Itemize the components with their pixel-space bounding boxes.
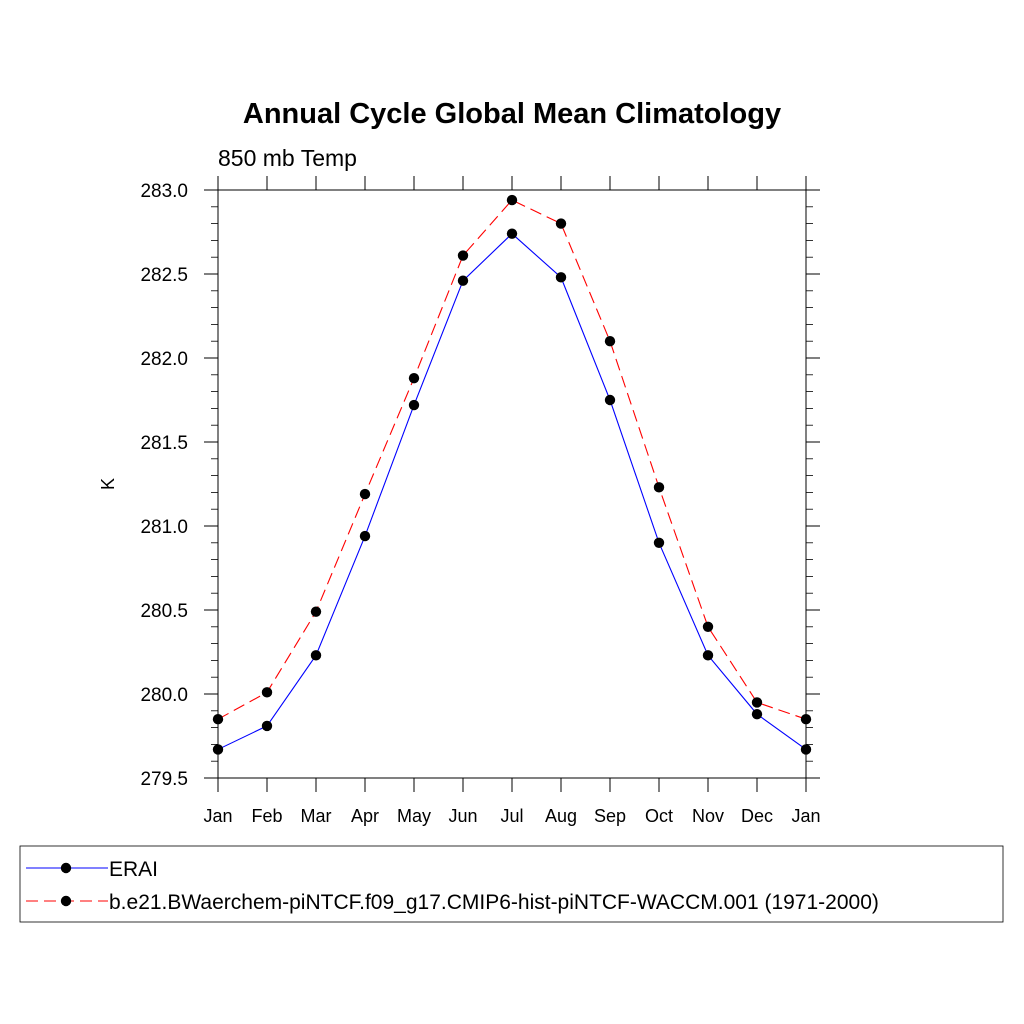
y-tick-label: 282.0 — [140, 349, 188, 370]
x-tick-label: Mar — [301, 806, 332, 826]
series-0-point — [653, 537, 665, 548]
plot-frame — [217, 189, 807, 779]
legend-label-1: b.e21.BWaerchem-piNTCF.f09_g17.CMIP6-his… — [109, 891, 879, 914]
series-0-point — [310, 650, 322, 661]
x-tick-label: Jun — [448, 806, 477, 826]
x-tick-label: Oct — [645, 806, 673, 826]
series-1-point — [359, 488, 371, 500]
y-tick-label: 279.5 — [140, 769, 188, 790]
x-tick-label: Dec — [741, 806, 773, 826]
x-tick-label: May — [397, 806, 431, 826]
series-line-0 — [217, 232, 807, 750]
y-tick-label: 282.5 — [140, 265, 188, 286]
x-tick-label: Jan — [203, 806, 232, 826]
y-tick-label: 280.0 — [140, 685, 188, 706]
x-tick-label: Nov — [692, 806, 724, 826]
legend-marker-0 — [60, 862, 72, 874]
series-0-point — [212, 744, 224, 755]
legend-box — [19, 845, 1004, 923]
series-1-point — [457, 250, 469, 261]
x-tick-label: Apr — [351, 806, 379, 826]
series-1-point — [555, 218, 567, 229]
series-1-point — [408, 372, 420, 384]
legend-marker-1 — [60, 895, 72, 907]
series-line-1 — [217, 199, 807, 720]
series-1-point — [261, 687, 273, 698]
series-1-point — [212, 714, 224, 725]
x-tick-label: Feb — [251, 806, 282, 826]
y-tick-label: 283.0 — [140, 181, 188, 202]
series-1-point — [702, 621, 714, 632]
chart-title: Annual Cycle Global Mean Climatology — [243, 98, 781, 130]
series-0-point — [408, 399, 420, 411]
series-1-point — [506, 194, 518, 206]
series-0-point — [359, 530, 371, 542]
y-tick-label: 281.0 — [140, 517, 188, 538]
series-1-point — [800, 714, 812, 725]
series-group — [212, 194, 812, 755]
legend: ERAI b.e21.BWaerchem-piNTCF.f09_g17.CMIP6… — [26, 858, 879, 914]
x-tick-label: Jul — [500, 806, 523, 826]
series-0-point — [800, 744, 812, 755]
series-0-point — [702, 650, 714, 661]
x-tick-label: Aug — [545, 806, 577, 826]
axes: 279.5 280.0 280.5 281.0 281.5 282.0 282.5 283.0… — [140, 176, 821, 826]
series-0-point — [506, 228, 518, 239]
series-1-point — [653, 482, 665, 493]
y-tick-label: 281.5 — [140, 433, 188, 454]
series-1-point — [604, 336, 616, 347]
x-tick-label: Jan — [791, 806, 820, 826]
series-1-point — [310, 606, 322, 617]
series-0-point — [751, 708, 763, 720]
series-0-point — [555, 272, 567, 283]
series-1-point — [751, 697, 763, 708]
series-0-point — [604, 394, 616, 406]
y-axis-label: K — [98, 478, 118, 490]
chart-subtitle: 850 mb Temp — [218, 145, 357, 171]
x-tick-label: Sep — [594, 806, 626, 826]
series-0-point — [457, 275, 469, 286]
legend-label-0: ERAI — [109, 858, 158, 881]
y-tick-label: 280.5 — [140, 601, 188, 622]
series-0-point — [261, 720, 273, 732]
